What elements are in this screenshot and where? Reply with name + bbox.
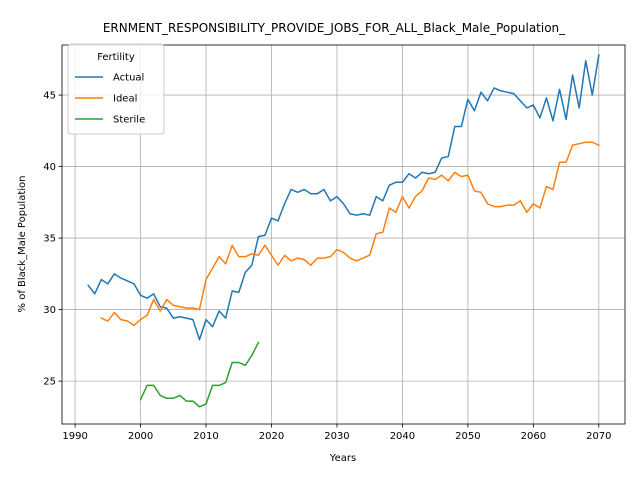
- legend-entries: Actual Ideal Sterile: [75, 73, 145, 126]
- series-line-sterile: [139, 341, 260, 408]
- y-tick-label: 45: [43, 91, 56, 102]
- legend-entry-sterile: Sterile: [75, 115, 145, 126]
- legend-entry-actual: Actual: [75, 73, 144, 84]
- x-tick-label: 2000: [128, 431, 153, 442]
- y-tick-label: 25: [43, 377, 56, 388]
- x-tick-label: 2060: [521, 431, 546, 442]
- legend-entry-ideal: Ideal: [75, 94, 137, 105]
- chart-title: ERNMENT_RESPONSIBILITY_PROVIDE_JOBS_FOR_…: [103, 21, 566, 35]
- x-tick-label: 2050: [455, 431, 480, 442]
- y-tick-label: 30: [43, 305, 56, 316]
- y-tick-label: 35: [43, 234, 56, 245]
- legend-label: Sterile: [113, 115, 145, 126]
- x-tick-label: 2010: [193, 431, 218, 442]
- legend: Fertility Actual Ideal Sterile: [67, 43, 165, 135]
- y-tick-label: 40: [43, 162, 56, 173]
- x-tick-label: 2020: [259, 431, 284, 442]
- series-line-ideal: [100, 141, 600, 327]
- x-tick-label: 2030: [324, 431, 349, 442]
- legend-label: Ideal: [113, 94, 137, 105]
- legend-title: Fertility: [97, 52, 135, 63]
- x-axis-label: Years: [329, 453, 356, 464]
- y-axis-label: % of Black_Male Population: [17, 176, 28, 313]
- x-tick-label: 1990: [62, 431, 87, 442]
- grid: [62, 45, 625, 424]
- series-line-actual: [87, 54, 600, 341]
- legend-frame: [67, 43, 165, 135]
- x-tick-label: 2070: [586, 431, 611, 442]
- series-lines: [87, 54, 600, 408]
- plot-area-frame: [61, 44, 626, 425]
- legend-label: Actual: [113, 73, 144, 84]
- x-tick-label: 2040: [390, 431, 415, 442]
- y-axis-ticks: 25 30 35 40 45: [43, 91, 62, 388]
- x-axis-ticks: 1990 2000 2010 2020 2030 2040 2050 2060 2070: [62, 424, 612, 442]
